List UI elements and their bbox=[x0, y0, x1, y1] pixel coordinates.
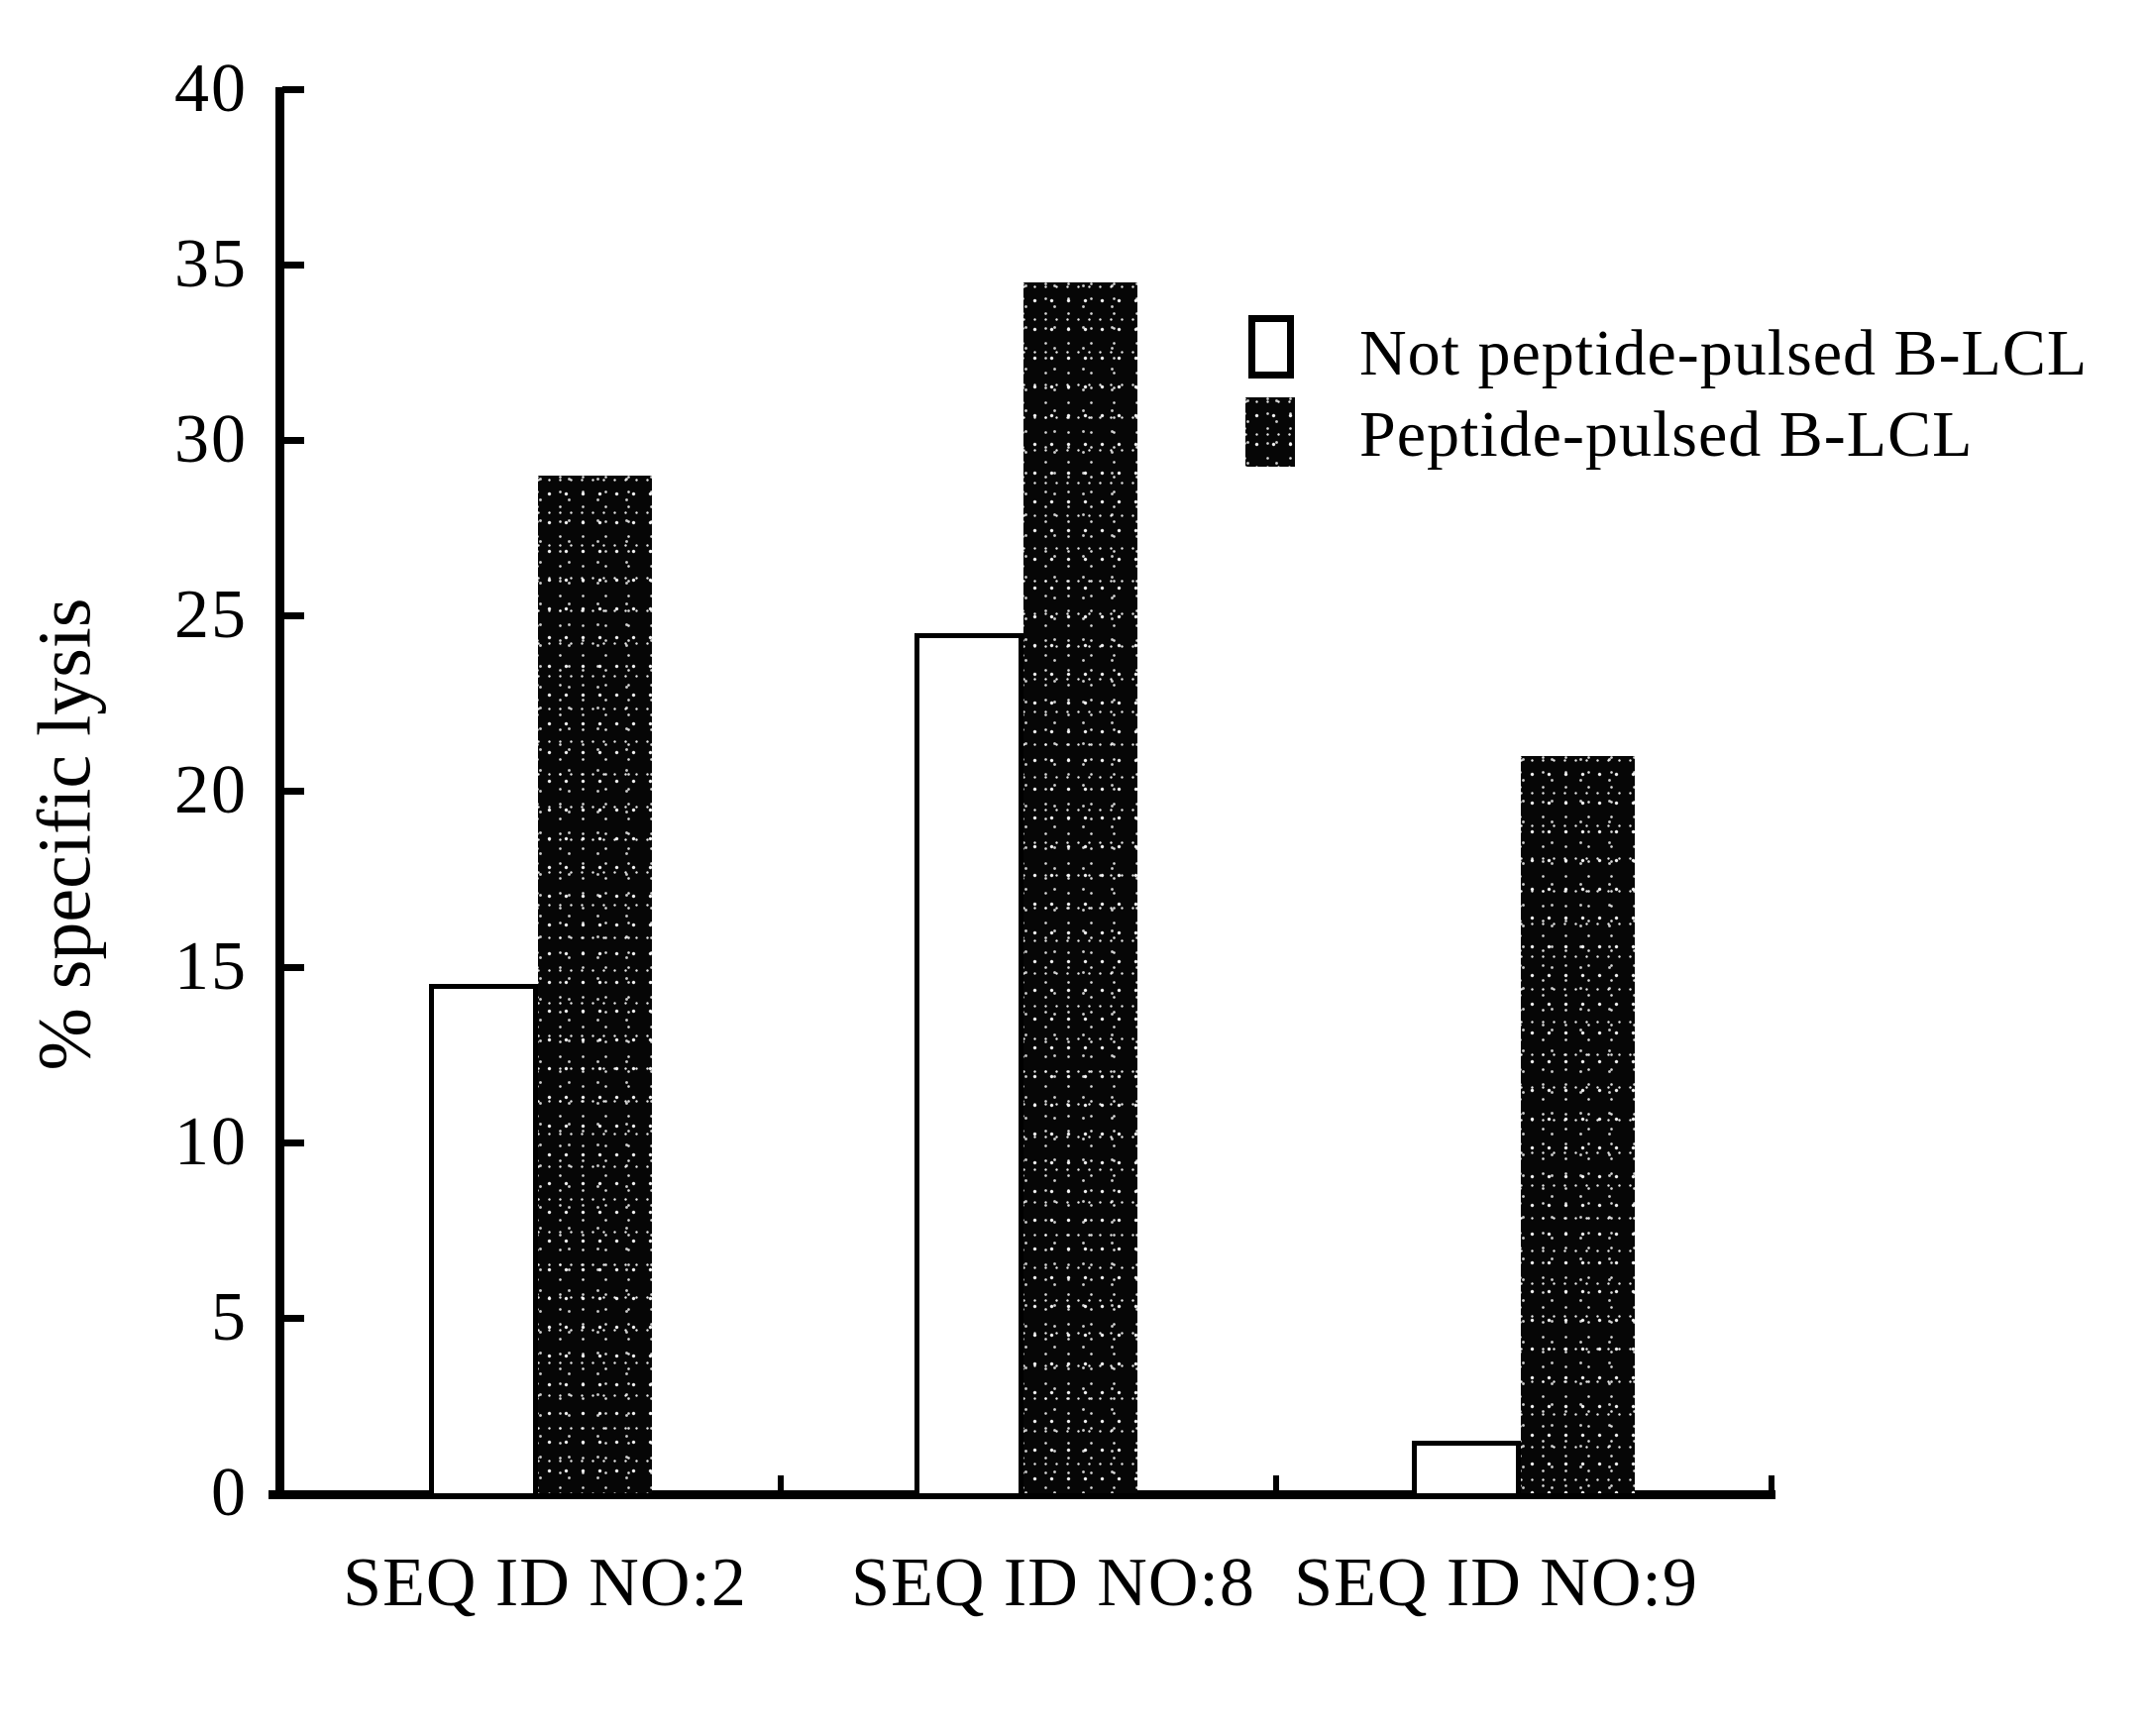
y-axis-tick-label: 30 bbox=[174, 401, 248, 479]
y-axis-tick-label: 25 bbox=[174, 577, 248, 654]
bar-peptide-pulsed-b-lcl-seq-id-no-2 bbox=[538, 476, 652, 1493]
x-axis-category-label: SEQ ID NO:8 bbox=[851, 1545, 1255, 1621]
y-axis-tick-label: 10 bbox=[174, 1103, 248, 1180]
y-axis-tick bbox=[282, 1139, 304, 1146]
y-axis-tick-label: 40 bbox=[174, 50, 248, 127]
legend-swatch-peptide-pulsed bbox=[1245, 397, 1295, 467]
x-axis-tick bbox=[1769, 1475, 1774, 1490]
y-axis-tick bbox=[282, 963, 304, 971]
y-axis-tick bbox=[282, 1314, 304, 1322]
bar-not-peptide-pulsed-b-lcl-seq-id-no-8 bbox=[914, 633, 1023, 1493]
y-axis-tick-label: 35 bbox=[174, 225, 248, 302]
x-axis-category-label: SEQ ID NO:2 bbox=[343, 1545, 747, 1621]
y-axis-tick-label: 0 bbox=[211, 1455, 248, 1531]
bar-peptide-pulsed-b-lcl-seq-id-no-8 bbox=[1023, 282, 1137, 1493]
y-axis-tick bbox=[282, 261, 304, 269]
y-axis-tick bbox=[282, 788, 304, 796]
legend-label-peptide-pulsed: Peptide-pulsed B-LCL bbox=[1359, 398, 1974, 471]
bar-peptide-pulsed-b-lcl-seq-id-no-9 bbox=[1521, 756, 1635, 1493]
x-axis-tick bbox=[778, 1475, 784, 1490]
legend-label-not-peptide-pulsed: Not peptide-pulsed B-LCL bbox=[1359, 317, 2089, 389]
y-axis-tick-label: 5 bbox=[211, 1278, 248, 1356]
bar-not-peptide-pulsed-b-lcl-seq-id-no-9 bbox=[1412, 1441, 1521, 1493]
x-axis-category-label: SEQ ID NO:9 bbox=[1294, 1545, 1698, 1621]
y-axis-tick bbox=[282, 85, 304, 93]
y-axis-tick bbox=[282, 437, 304, 445]
x-axis-line bbox=[269, 1490, 1775, 1499]
y-axis-line bbox=[275, 87, 284, 1499]
y-axis-tick-label: 20 bbox=[174, 752, 248, 829]
x-axis-tick bbox=[1273, 1475, 1279, 1490]
y-axis-tick-label: 15 bbox=[174, 927, 248, 1005]
bar-not-peptide-pulsed-b-lcl-seq-id-no-2 bbox=[429, 984, 538, 1493]
legend-swatch-not-peptide-pulsed bbox=[1248, 315, 1294, 379]
y-axis-tick bbox=[282, 612, 304, 620]
